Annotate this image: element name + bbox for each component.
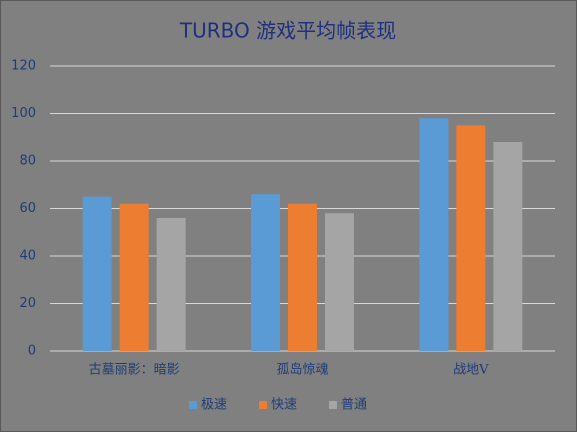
bar [156,218,186,351]
bar [419,118,449,351]
bar [251,194,280,351]
legend-swatch [189,401,197,409]
x-tick-label: 古墓丽影：暗影 [89,363,180,378]
legend-swatch [329,401,337,409]
bar [82,196,112,351]
bar [119,203,149,351]
y-tick-label: 60 [19,201,36,216]
bar [325,213,354,351]
y-tick-label: 20 [19,296,36,311]
y-tick-label: 0 [28,344,36,359]
bar [288,203,317,351]
legend-label: 普通 [341,398,367,413]
bar [493,142,523,351]
x-tick-label: 孤岛惊魂 [276,362,328,378]
legend-swatch [259,401,267,409]
y-tick-label: 120 [11,59,36,74]
y-tick-label: 40 [19,249,36,264]
y-tick-label: 80 [19,154,36,169]
legend-label: 极速 [201,398,227,413]
x-tick-label: 战地V [453,363,489,378]
y-tick-label: 100 [11,106,36,121]
legend-label: 快速 [271,398,297,413]
chart-title: TURBO 游戏平均帧表现 [179,19,396,43]
bar [456,125,486,351]
